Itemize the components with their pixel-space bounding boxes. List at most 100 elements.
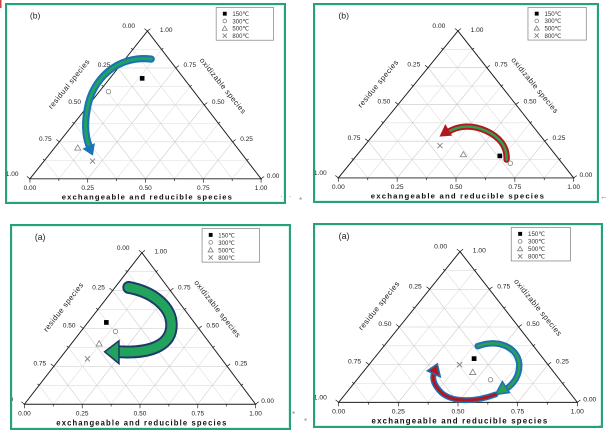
bottom-tick-label: 0.50 (450, 184, 463, 191)
right-tick-label: 0.00 (579, 172, 592, 179)
stray-mark: * (292, 410, 298, 419)
marker-300c (105, 89, 112, 95)
left-tick-label: 0.25 (409, 283, 422, 290)
trend-arrow (439, 123, 510, 163)
arrow-head (103, 339, 120, 366)
left-tick-label: 0.00 (122, 23, 135, 30)
trend-arrow (474, 340, 523, 396)
legend-label: 300℃ (528, 239, 545, 246)
legend-label: 300℃ (218, 240, 235, 247)
marker-300c (487, 377, 494, 383)
bottom-tick-label: 1.00 (249, 411, 262, 418)
right-tick-label: 0.00 (583, 396, 596, 403)
legend-marker-150c (222, 11, 227, 16)
legend-label: 150℃ (544, 11, 561, 18)
panel-bottom-right-a: 0.00 0.25 0.50 0.75 1.00 0.00 0.25 0.50 0.75 1.00… (313, 223, 603, 428)
bottom-tick-label: 1.00 (571, 409, 584, 416)
legend-label: 300℃ (232, 19, 249, 25)
panel-bottom-left-a: 0.00 0.25 0.50 0.75 1.00 0.00 0.25 0.50 0.75 1.00… (10, 224, 291, 430)
marker-500c (468, 368, 477, 375)
left-tick-label: 1.00 (12, 396, 13, 403)
legend-label: 300℃ (544, 18, 561, 25)
ternary-plot-bottom-right: 0.00 0.25 0.50 0.75 1.00 0.00 0.25 0.50 0.75 1.00… (315, 227, 597, 426)
left-tick-label: 0.25 (407, 62, 420, 69)
ternary-plot-bottom-left: 0.00 0.25 0.50 0.75 1.00 0.00 0.25 0.50 0.75 1.00… (12, 228, 274, 428)
right-tick-label: 1.00 (473, 248, 486, 255)
arrow-head (82, 143, 95, 156)
right-tick-label: 0.75 (178, 285, 191, 292)
bottom-tick-label: 0.00 (18, 411, 31, 418)
ternary-plot-top-left: 0.00 0.25 0.50 0.75 1.00 0.00 0.25 0.50 0.75 1.00… (7, 7, 280, 202)
legend-marker-300c (534, 18, 539, 24)
marker-150c (104, 320, 109, 325)
marker-500c (74, 144, 82, 151)
bottom-tick-label: 1.00 (567, 184, 580, 191)
tick-labels: 0.00 0.25 0.50 0.75 1.00 0.00 0.25 0.50 0.75 1.00… (7, 23, 280, 192)
right-tick-label: 0.25 (553, 135, 566, 142)
bottom-tick-label: 0.50 (451, 409, 464, 416)
stray-mark: · · (280, 192, 294, 201)
legend-marker-300c (208, 240, 213, 245)
marker-150c (497, 153, 503, 159)
legend-marker-150c (518, 231, 523, 236)
stray-mark: ← (600, 192, 610, 201)
marker-150c (139, 76, 145, 81)
stray-mark: + (599, 421, 606, 430)
bottom-tick-label: 0.00 (24, 185, 37, 192)
marker-500c (459, 150, 468, 158)
right-tick-label: 0.00 (261, 398, 274, 405)
left-tick-label: 0.25 (98, 62, 111, 69)
left-tick-label: 0.75 (34, 360, 47, 367)
panel-corner-label: (a) (339, 231, 350, 241)
tick-labels: 0.00 0.25 0.50 0.75 1.00 0.00 0.25 0.50 0.75 1.00… (315, 244, 597, 416)
arrow-head (425, 362, 442, 379)
left-tick-label: 0.50 (378, 321, 391, 328)
panel-corner-label: (b) (30, 10, 41, 20)
left-tick-label: 1.00 (7, 171, 19, 178)
trend-arrow (103, 280, 178, 366)
right-tick-label: 0.50 (206, 322, 219, 329)
axis-bottom-title: exchangeable and reducible species (371, 192, 545, 201)
legend-label: 500℃ (528, 246, 545, 253)
bottom-tick-label: 0.25 (392, 409, 405, 416)
right-tick-label: 1.00 (471, 27, 484, 34)
trend-arrow (81, 55, 155, 156)
stray-mark: * (304, 417, 310, 426)
axis-bottom-title: exchangeable and reducible species (62, 193, 233, 202)
bottom-tick-label: 0.75 (508, 184, 521, 191)
stray-mark: ▎ (0, 0, 9, 8)
right-tick-label: 0.75 (495, 62, 508, 69)
axis-ticks (21, 249, 259, 409)
left-tick-label: 0.50 (63, 322, 76, 329)
panel-corner-label: (b) (338, 10, 349, 20)
marker-150c (471, 356, 477, 362)
axis-bottom-title: exchangeable and reducible species (372, 417, 549, 426)
left-tick-label: 0.50 (378, 99, 391, 106)
legend-marker-300c (517, 239, 523, 244)
legend-label: 800℃ (232, 34, 249, 40)
left-tick-label: 0.75 (348, 359, 361, 366)
legend-marker-500c (533, 25, 540, 31)
axis-bottom-title: exchangeable and reducible species (56, 418, 227, 427)
legend-label: 150℃ (218, 232, 235, 239)
legend-label: 500℃ (544, 26, 561, 33)
right-tick-label: 0.50 (212, 99, 225, 106)
axis-ticks (335, 248, 581, 407)
stray-mark: * (299, 196, 305, 205)
legend-marker-150c (208, 232, 213, 237)
bottom-tick-label: 0.25 (81, 185, 94, 192)
bottom-tick-label: 0.75 (511, 409, 524, 416)
legend-label: 800℃ (218, 255, 235, 262)
left-tick-label: 0.75 (39, 136, 52, 143)
right-tick-label: 0.75 (497, 283, 510, 290)
bottom-tick-label: 0.50 (134, 411, 147, 418)
legend-label: 500℃ (218, 247, 235, 254)
legend-label: 500℃ (232, 27, 249, 33)
legend-label: 150℃ (528, 231, 545, 238)
panel-top-right-b: 0.00 0.25 0.50 0.75 1.00 0.00 0.25 0.50 0.75 1.00… (313, 3, 599, 203)
left-tick-label: 0.00 (117, 245, 130, 252)
